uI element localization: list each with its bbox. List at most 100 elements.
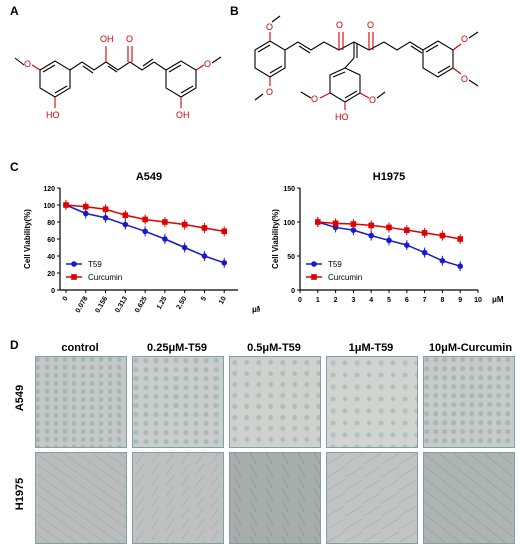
- y-tick-label: 80: [47, 220, 55, 227]
- atom-o-b7: O: [461, 34, 468, 44]
- panel-c-letter: C: [10, 160, 19, 174]
- x-tick-label: 4: [369, 297, 373, 304]
- atom-o-b2: O: [266, 87, 273, 97]
- x-axis-unit: μM: [252, 305, 260, 314]
- data-point-t59: [102, 214, 109, 221]
- data-point-t59: [457, 263, 463, 269]
- row-label-a549: A549: [14, 384, 26, 412]
- atom-o-b6: O: [369, 95, 376, 105]
- x-tick-label: 1.25: [156, 295, 169, 310]
- col-label-1-t59: 1μM-T59: [348, 342, 394, 354]
- data-point-t59: [439, 257, 446, 264]
- data-point-curcumin: [63, 202, 69, 208]
- y-tick-label: 20: [47, 271, 55, 278]
- x-tick-label: 1: [316, 297, 320, 304]
- y-tick-label: 100: [283, 220, 295, 227]
- micrograph-h1975-control: [35, 452, 127, 544]
- data-point-curcumin: [102, 206, 109, 213]
- y-tick-label: 40: [47, 254, 55, 261]
- x-tick-label: 8: [440, 297, 444, 304]
- legend-label: Curcumin: [328, 273, 362, 282]
- data-point-curcumin: [315, 219, 321, 225]
- panel-a-letter: A: [10, 4, 19, 18]
- atom-o-keto: O: [126, 34, 133, 44]
- chart-a549: A549 Cell Viability(%) 0 20 40 60 80 100 120 0 0.0…: [23, 171, 260, 314]
- y-tick-label: 0: [51, 288, 55, 295]
- atom-o-b4: O: [367, 20, 374, 30]
- data-point-curcumin: [162, 219, 168, 225]
- data-point-t59: [421, 249, 428, 256]
- x-tick-label: 5: [200, 295, 208, 302]
- data-point-curcumin: [439, 232, 446, 239]
- data-point-curcumin: [386, 224, 392, 231]
- data-point-t59: [162, 236, 168, 242]
- y-axis-label: Cell Viability(%): [271, 209, 280, 269]
- y-tick-label: 100: [43, 203, 55, 210]
- micrograph-a549-1: [326, 356, 418, 448]
- legend-label: Curcumin: [88, 273, 122, 282]
- legend-label: T59: [88, 260, 102, 269]
- legend-marker: [71, 274, 77, 280]
- col-label-10-curcumin: 10μM-Curcumin: [428, 342, 513, 354]
- x-tick-label: 3: [351, 297, 355, 304]
- x-tick-label: 0.156: [94, 295, 109, 314]
- data-point-curcumin: [457, 236, 463, 242]
- legend-marker: [311, 261, 317, 267]
- data-point-t59: [181, 244, 188, 251]
- x-tick-label: 9: [458, 297, 462, 304]
- micrograph-h1975-curcumin: [423, 452, 515, 544]
- col-label-05-t59: 0.5μM-T59: [247, 342, 301, 354]
- data-point-curcumin: [122, 212, 129, 218]
- data-point-curcumin: [142, 216, 148, 223]
- x-tick-label: 0: [298, 297, 302, 304]
- data-point-curcumin: [201, 225, 208, 231]
- atom-oh-top: OH: [100, 34, 114, 44]
- legend-label: T59: [328, 260, 342, 269]
- structure-t59: O O O O O HO O O O: [254, 15, 479, 122]
- data-point-t59: [368, 232, 374, 239]
- data-point-curcumin: [404, 227, 410, 233]
- y-tick-label: 150: [283, 186, 295, 193]
- x-tick-label: 2.50: [176, 295, 189, 310]
- data-point-curcumin: [350, 221, 357, 227]
- micrograph-h1975-05: [229, 452, 321, 544]
- x-tick-label: 5: [387, 297, 391, 304]
- chart-h1975: H1975 Cell Viability(%) 0 50 100 150 0 1 2 3 4 5 6 7 8…: [271, 171, 504, 304]
- micrograph-a549-control: [35, 356, 127, 448]
- x-tick-label: 10: [218, 295, 228, 305]
- data-point-t59: [221, 260, 228, 266]
- data-point-curcumin: [221, 228, 228, 235]
- x-tick-label: 0.625: [134, 295, 149, 314]
- chart-title: A549: [136, 171, 162, 183]
- chart-title: H1975: [373, 171, 405, 183]
- y-axis-label: Cell Viability(%): [23, 209, 32, 269]
- micrograph-a549-05: [229, 356, 321, 448]
- micrograph-a549-025: [132, 356, 224, 448]
- micrograph-a549-curcumin: [423, 356, 515, 448]
- data-point-curcumin: [181, 221, 188, 228]
- atom-o-right: O: [204, 59, 211, 69]
- data-point-curcumin: [82, 203, 89, 210]
- data-point-curcumin: [332, 220, 339, 227]
- structure-curcumin: O HO OH O O OH: [14, 34, 222, 120]
- panel-d-letter: D: [10, 338, 19, 352]
- y-tick-label: 60: [47, 237, 55, 244]
- atom-oh-b: HO: [335, 112, 349, 122]
- panel-b-letter: B: [230, 4, 239, 18]
- atom-o-b1: O: [266, 22, 273, 32]
- micrograph-h1975-025: [132, 452, 224, 544]
- col-label-025-t59: 0.25μM-T59: [147, 342, 207, 354]
- data-point-t59: [404, 242, 410, 248]
- atom-oh-left: HO: [46, 110, 60, 120]
- x-tick-label: 10: [474, 297, 482, 304]
- atom-o-b3: O: [336, 20, 343, 30]
- data-point-t59: [82, 210, 89, 217]
- row-label-h1975: H1975: [14, 477, 26, 511]
- x-tick-label: 2: [334, 297, 338, 304]
- atom-oh-right: OH: [176, 110, 190, 120]
- y-tick-label: 0: [291, 288, 295, 295]
- micrograph-h1975-1: [326, 452, 418, 544]
- data-point-t59: [350, 227, 357, 233]
- x-tick-label: 0.078: [75, 295, 90, 314]
- data-point-curcumin: [421, 230, 428, 236]
